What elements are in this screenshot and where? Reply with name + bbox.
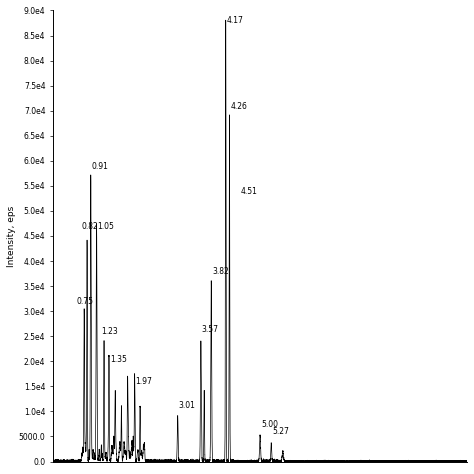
Text: 4.51: 4.51 bbox=[241, 187, 257, 196]
Text: 5.27: 5.27 bbox=[272, 428, 289, 437]
Text: 1.23: 1.23 bbox=[100, 327, 118, 336]
Text: 1.97: 1.97 bbox=[136, 377, 152, 386]
Text: 3.82: 3.82 bbox=[212, 267, 229, 276]
Text: 3.57: 3.57 bbox=[202, 325, 219, 334]
Text: 3.01: 3.01 bbox=[179, 401, 195, 410]
Text: 1.35: 1.35 bbox=[110, 355, 127, 364]
Text: 0.75: 0.75 bbox=[77, 297, 94, 306]
Y-axis label: Intensity, eps: Intensity, eps bbox=[7, 205, 16, 266]
Text: 4.17: 4.17 bbox=[227, 17, 244, 26]
Text: 4.26: 4.26 bbox=[230, 102, 247, 111]
Text: 1.05: 1.05 bbox=[97, 222, 114, 231]
Text: 5.00: 5.00 bbox=[261, 420, 278, 429]
Text: 0.82: 0.82 bbox=[82, 222, 99, 231]
Text: 0.91: 0.91 bbox=[91, 162, 108, 171]
